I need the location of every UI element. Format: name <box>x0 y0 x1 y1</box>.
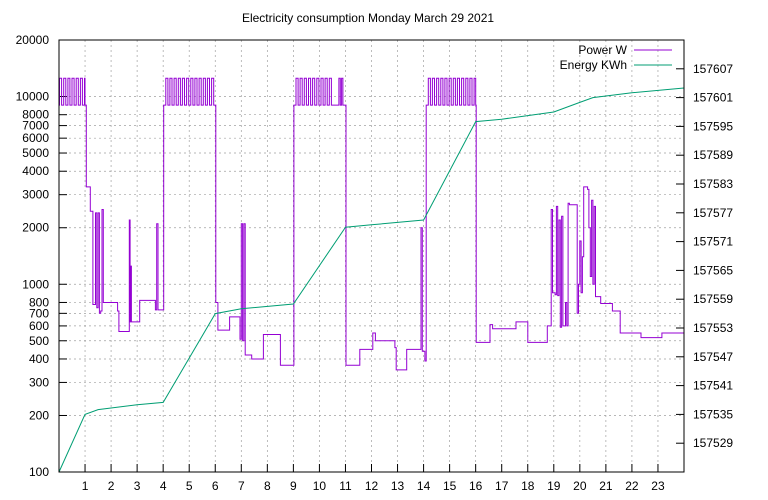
x-tick-label: 3 <box>134 479 141 493</box>
y-right-tick-label: 157607 <box>693 62 733 76</box>
legend-label-energy: Energy KWh <box>560 58 627 72</box>
x-tick-label: 6 <box>212 479 219 493</box>
x-tick-label: 21 <box>599 479 613 493</box>
y-right-tick-label: 157553 <box>693 321 733 335</box>
chart-title: Electricity consumption Monday March 29 … <box>242 11 494 25</box>
y-right-axis: 157529 157535 157541 157547 157553 157559 1575… <box>676 62 733 450</box>
y-left-tick-label: 6000 <box>22 131 49 145</box>
y-left-tick-label: 4000 <box>22 164 49 178</box>
y-right-tick-label: 157559 <box>693 292 733 306</box>
y-left-tick-label: 3000 <box>22 188 49 202</box>
x-tick-label: 18 <box>521 479 535 493</box>
x-tick-label: 14 <box>417 479 431 493</box>
y-right-tick-label: 157529 <box>693 436 733 450</box>
x-tick-label: 7 <box>238 479 245 493</box>
series-line-power <box>59 77 684 371</box>
x-tick-label: 8 <box>264 479 271 493</box>
y-right-tick-label: 157595 <box>693 119 733 133</box>
y-right-tick-label: 157577 <box>693 206 733 220</box>
x-tick-label: 13 <box>391 479 405 493</box>
x-tick-label: 16 <box>469 479 483 493</box>
y-left-tick-label: 400 <box>29 352 49 366</box>
x-tick-label: 22 <box>625 479 639 493</box>
y-right-tick-label: 157589 <box>693 148 733 162</box>
y-left-tick-label: 20000 <box>16 33 50 47</box>
x-tick-label: 17 <box>495 479 509 493</box>
series-group <box>58 77 685 473</box>
x-tick-label: 5 <box>186 479 193 493</box>
x-tick-label: 20 <box>573 479 587 493</box>
y-left-tick-label: 800 <box>29 295 49 309</box>
series-line-energy <box>58 87 685 473</box>
x-tick-label: 2 <box>108 479 115 493</box>
y-left-tick-label: 200 <box>29 408 49 422</box>
y-left-tick-label: 1000 <box>22 277 49 291</box>
y-right-tick-label: 157565 <box>693 263 733 277</box>
y-right-tick-label: 157571 <box>693 235 733 249</box>
x-tick-label: 1 <box>82 479 89 493</box>
y-left-tick-label: 7000 <box>22 119 49 133</box>
plot-frame <box>58 39 685 473</box>
y-left-tick-label: 500 <box>29 334 49 348</box>
y-left-tick-label: 700 <box>29 306 49 320</box>
y-left-tick-label: 2000 <box>22 221 49 235</box>
x-tick-label: 15 <box>443 479 457 493</box>
y-right-tick-label: 157541 <box>693 379 733 393</box>
y-left-tick-label: 10000 <box>16 90 50 104</box>
y-right-tick-label: 157601 <box>693 91 733 105</box>
y-left-tick-label: 5000 <box>22 146 49 160</box>
y-right-tick-label: 157583 <box>693 177 733 191</box>
y-left-tick-label: 600 <box>29 319 49 333</box>
y-left-tick-label: 300 <box>29 375 49 389</box>
y-right-tick-label: 157547 <box>693 350 733 364</box>
x-tick-label: 10 <box>313 479 327 493</box>
x-tick-label: 4 <box>160 479 167 493</box>
x-axis: 1 2 3 4 5 6 7 8 9 10 11 12 13 14 15 16 17 18 19 20 21 22 23 <box>82 464 665 493</box>
x-tick-label: 12 <box>365 479 379 493</box>
x-tick-label: 11 <box>339 479 352 493</box>
legend: Power W Energy KWh <box>560 43 672 72</box>
y-left-tick-label: 8000 <box>22 108 49 122</box>
grid <box>59 40 684 472</box>
x-tick-label: 23 <box>651 479 665 493</box>
legend-label-power: Power W <box>578 43 627 57</box>
x-tick-label: 9 <box>290 479 297 493</box>
x-tick-label: 19 <box>547 479 561 493</box>
y-left-tick-label: 100 <box>29 465 49 479</box>
y-right-tick-label: 157535 <box>693 407 733 421</box>
